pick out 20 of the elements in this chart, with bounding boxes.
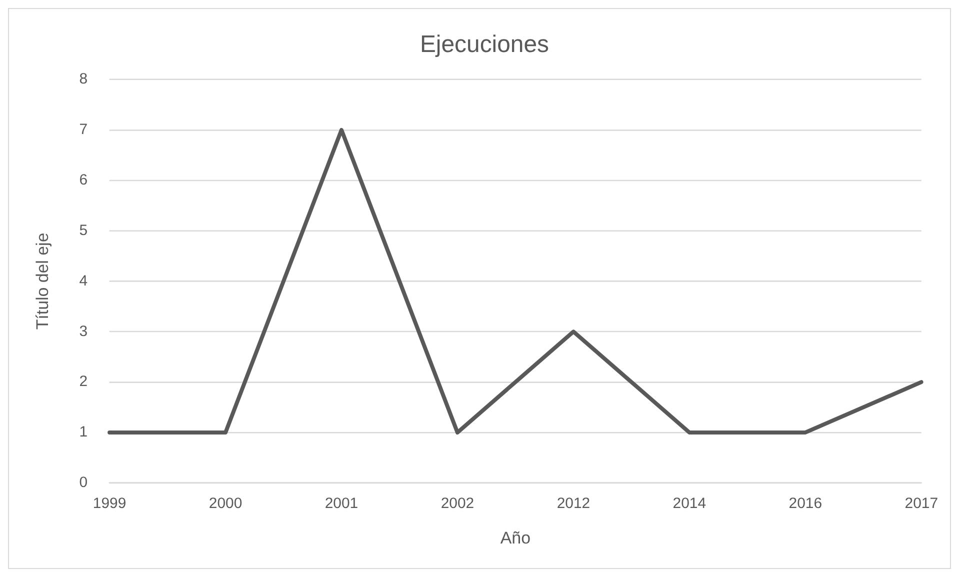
y-tick-label: 1 [79,424,88,441]
x-tick-label: 2017 [904,494,938,512]
x-tick-label: 2012 [556,494,590,512]
y-tick-label: 3 [79,322,88,340]
x-axis-title: Año [500,528,531,548]
y-tick-label: 7 [79,121,88,138]
y-tick-label: 4 [79,272,88,290]
y-tick-label: 0 [79,474,88,492]
y-tick-label: 6 [79,172,88,189]
y-tick-label: 8 [79,70,88,88]
x-tick-label: 2016 [788,494,822,512]
x-tick-label: 2001 [324,494,358,512]
x-tick-label: 1999 [92,494,126,512]
y-tick-label: 5 [79,222,88,239]
x-tick-label: 2014 [672,494,706,512]
y-tick-label: 2 [79,373,88,390]
y-axis-title: Título del eje [32,232,52,330]
x-tick-label: 2000 [208,494,242,512]
chart-title: Ejecuciones [420,30,550,58]
x-tick-label: 2002 [440,494,474,512]
